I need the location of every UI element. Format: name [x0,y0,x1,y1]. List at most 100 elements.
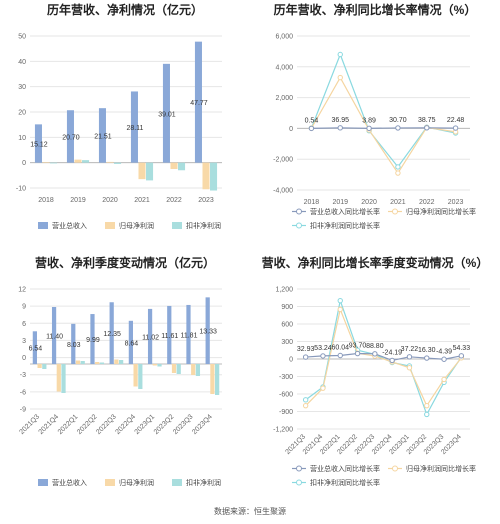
data-label: 37.22 [401,346,419,353]
series-point [424,355,430,361]
data-label: 6.54 [29,346,43,353]
bar-net-profit [170,162,178,169]
bar-deducted-profit [114,162,122,164]
x-tick-label: 2023 [448,199,464,206]
bar-revenue [205,297,210,364]
bar-net-profit [74,159,82,163]
data-label: 39.01 [158,111,176,118]
legend-label: 营业总收入同比增长率 [310,464,380,473]
series-point [406,365,413,371]
series-line-3 [310,52,456,168]
x-tick-label: 2022Q1 [57,413,80,436]
data-label: 15.12 [30,142,48,149]
y-tick-label: 30 [18,84,26,91]
chart-title: 营收、净利同比增长率季度变动情况（%） [262,255,489,270]
legend-swatch [105,479,115,486]
bar-deducted-profit [210,162,218,191]
x-tick-label: 2023Q3 [172,413,195,436]
bar-net-profit [42,162,50,163]
legend-swatch [172,222,182,229]
data-label: 93.70 [349,343,367,350]
bar-net-profit [191,364,196,375]
data-source-footer: 数据来源：恒生聚源 [214,506,286,516]
legend-label: 扣非净利润 [186,478,221,487]
chart-title: 历年营收、净利情况（亿元） [47,2,203,17]
x-tick-label: 2018 [304,199,320,206]
x-tick-label: 2018 [38,197,54,204]
data-label: 30.70 [389,117,407,124]
y-tick-label: 0 [289,126,293,133]
data-label: 8.03 [67,342,81,349]
bar-revenue [130,91,138,163]
bar-net-profit [114,359,119,364]
bar-revenue [128,320,133,364]
legend-marker [392,208,398,215]
y-tick-label: -9 [20,407,26,414]
y-tick-label: -600 [279,392,293,399]
legend-label: 归母净利润 [119,221,154,230]
y-tick-label: 300 [281,339,293,346]
y-tick-label: -3 [20,372,26,379]
bar-net-profit [152,364,157,366]
y-tick-label: 0 [22,160,26,167]
legend-label: 扣非净利润 [186,221,221,230]
series-point [302,397,309,403]
series-point [441,376,447,383]
data-label: 53.24 [314,345,332,352]
y-tick-label: 0 [289,357,293,364]
bar-net-profit [95,362,100,364]
bar-net-profit [106,161,114,163]
bar-deducted-profit [178,162,186,171]
y-tick-label: -300 [279,374,293,381]
series-point [320,353,326,359]
data-label: 60.04 [331,344,349,351]
x-tick-label: 2022Q2 [76,413,99,436]
series-line-1 [305,352,462,362]
bar-deducted-profit [146,162,154,181]
series-point [337,297,343,304]
x-tick-label: 2022Q4 [114,413,137,436]
x-tick-label: 2023 [198,197,214,204]
x-tick-label: 2022 [419,199,435,206]
x-tick-label: 2021 [134,197,150,204]
bar-revenue [98,108,106,163]
series-point [337,74,343,81]
legend-swatch [38,479,48,486]
bar-deducted-profit [215,364,220,395]
bar-revenue [194,41,202,163]
series-point [395,164,401,170]
bar-revenue [34,124,42,163]
legend-label: 营业总收入同比增长率 [310,207,380,216]
y-tick-label: 900 [281,304,293,311]
x-tick-label: 2019 [70,197,86,204]
legend-label: 归母净利润同比增长率 [406,464,476,473]
y-tick-label: 600 [281,322,293,329]
series-point [337,51,343,58]
series-point [302,354,309,360]
data-label: 8.64 [125,340,139,347]
x-tick-label: 2022 [166,197,182,204]
data-label: 47.77 [190,100,208,107]
data-label: -24.19 [382,349,402,356]
bar-deducted-profit [176,364,181,374]
y-tick-label: 2,000 [275,95,293,102]
series-point [441,356,447,362]
data-label: 13.33 [199,329,217,336]
legend-marker [296,222,302,229]
bar-net-profit [75,360,81,364]
legend-swatch [105,222,115,229]
chart-panel-3: 营收、净利季度变动情况（亿元）129630-3-6-92021Q32021Q42… [18,255,222,487]
data-label: 16.30 [418,347,436,354]
data-label: 11.02 [142,334,159,341]
bar-deducted-profit [138,364,143,389]
x-tick-label: 2023Q1 [134,413,157,436]
y-tick-label: 3 [22,338,26,345]
bar-deducted-profit [61,364,66,393]
x-tick-label: 2021Q3 [18,413,41,436]
series-line-1 [311,127,456,129]
x-tick-label: 2023Q4 [191,413,214,436]
legend-label: 扣非净利润同比增长率 [310,221,380,230]
series-point [354,350,361,357]
data-label: 38.75 [418,117,436,124]
data-label: 3.89 [362,117,376,124]
